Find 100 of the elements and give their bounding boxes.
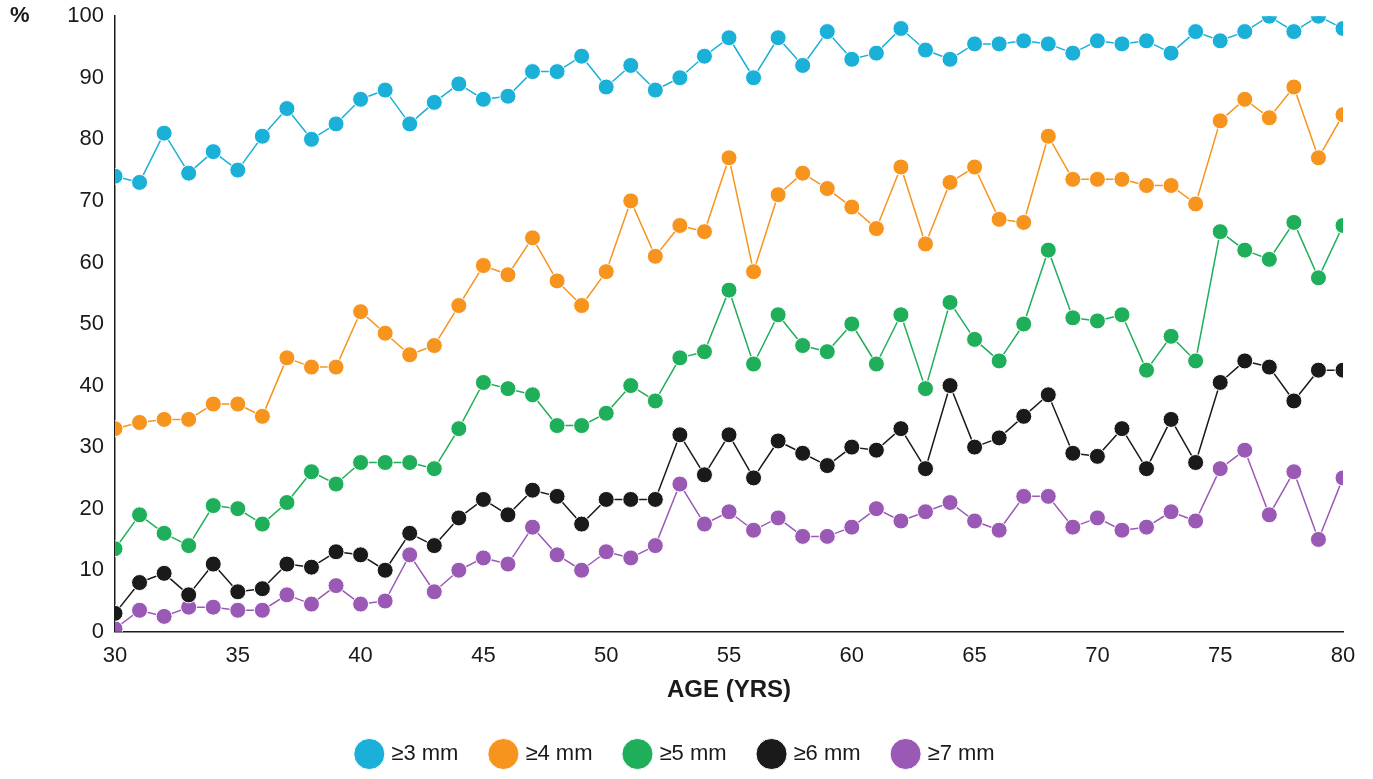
point <box>548 487 566 505</box>
point <box>794 527 812 545</box>
point <box>818 23 836 41</box>
point <box>1088 509 1106 527</box>
point <box>155 564 173 582</box>
point <box>155 124 173 142</box>
point <box>646 247 664 265</box>
point <box>302 130 320 148</box>
point <box>499 506 517 524</box>
point <box>769 509 787 527</box>
x-tick-label: 70 <box>1085 642 1110 668</box>
point <box>401 524 419 542</box>
point <box>671 217 689 234</box>
point <box>180 586 198 604</box>
point <box>745 521 763 539</box>
point <box>1236 90 1254 108</box>
point <box>1064 444 1082 462</box>
point <box>1064 170 1082 188</box>
point <box>302 358 320 376</box>
point <box>401 346 419 364</box>
point <box>548 417 566 435</box>
point <box>597 263 615 281</box>
point <box>1236 441 1254 459</box>
point <box>278 349 296 367</box>
point <box>1285 23 1303 41</box>
point <box>745 69 763 87</box>
point <box>450 75 468 93</box>
y-tick-label: 70 <box>79 186 104 212</box>
point <box>695 466 713 484</box>
point <box>966 330 984 348</box>
point <box>229 395 247 413</box>
point <box>352 595 370 613</box>
point <box>671 475 689 493</box>
point <box>1309 149 1327 167</box>
point <box>302 595 320 613</box>
point <box>941 50 959 68</box>
point <box>769 306 787 324</box>
point <box>1113 170 1131 188</box>
point <box>229 500 247 518</box>
point <box>916 380 934 398</box>
point <box>843 438 861 456</box>
point <box>695 515 713 533</box>
legend-label: ≥6 mm <box>793 740 861 766</box>
point <box>966 158 984 176</box>
point <box>1113 420 1131 438</box>
point <box>327 475 345 493</box>
point <box>1187 195 1205 213</box>
point <box>302 558 320 576</box>
point <box>843 50 861 68</box>
point <box>843 315 861 333</box>
point <box>499 87 517 105</box>
point <box>990 210 1008 228</box>
point <box>376 81 394 99</box>
point <box>548 272 566 290</box>
point <box>1260 109 1278 127</box>
point <box>450 509 468 527</box>
point <box>253 601 271 619</box>
point <box>1285 78 1303 96</box>
point <box>180 164 198 182</box>
point <box>229 583 247 601</box>
point <box>1039 386 1057 404</box>
point <box>745 469 763 487</box>
point <box>916 235 934 253</box>
point <box>548 546 566 564</box>
point <box>1309 269 1327 287</box>
point <box>474 549 492 567</box>
point <box>1015 213 1033 231</box>
point <box>1064 309 1082 327</box>
point <box>1285 463 1303 481</box>
point <box>425 93 443 111</box>
point <box>941 173 959 191</box>
point <box>573 47 591 65</box>
point <box>229 161 247 179</box>
point <box>474 257 492 275</box>
point <box>1162 503 1180 521</box>
point <box>622 377 640 395</box>
x-tick-label: 45 <box>471 642 496 668</box>
point <box>204 395 222 413</box>
point <box>524 63 542 81</box>
point <box>1211 32 1229 50</box>
x-tick-label: 80 <box>1330 642 1356 668</box>
point <box>671 349 689 367</box>
point <box>695 343 713 361</box>
point <box>155 607 173 625</box>
point <box>155 524 173 542</box>
point <box>1211 223 1229 241</box>
point <box>474 373 492 391</box>
point <box>180 537 198 555</box>
point <box>745 355 763 373</box>
point <box>573 561 591 579</box>
x-tick-label: 30 <box>102 642 128 668</box>
point <box>720 426 738 444</box>
point <box>425 460 443 478</box>
point <box>1015 32 1033 50</box>
point <box>720 503 738 521</box>
point <box>769 432 787 450</box>
point <box>1187 454 1205 472</box>
point <box>204 598 222 616</box>
x-axis-title: AGE (YRS) <box>666 675 792 703</box>
y-tick-label: 100 <box>67 2 104 28</box>
